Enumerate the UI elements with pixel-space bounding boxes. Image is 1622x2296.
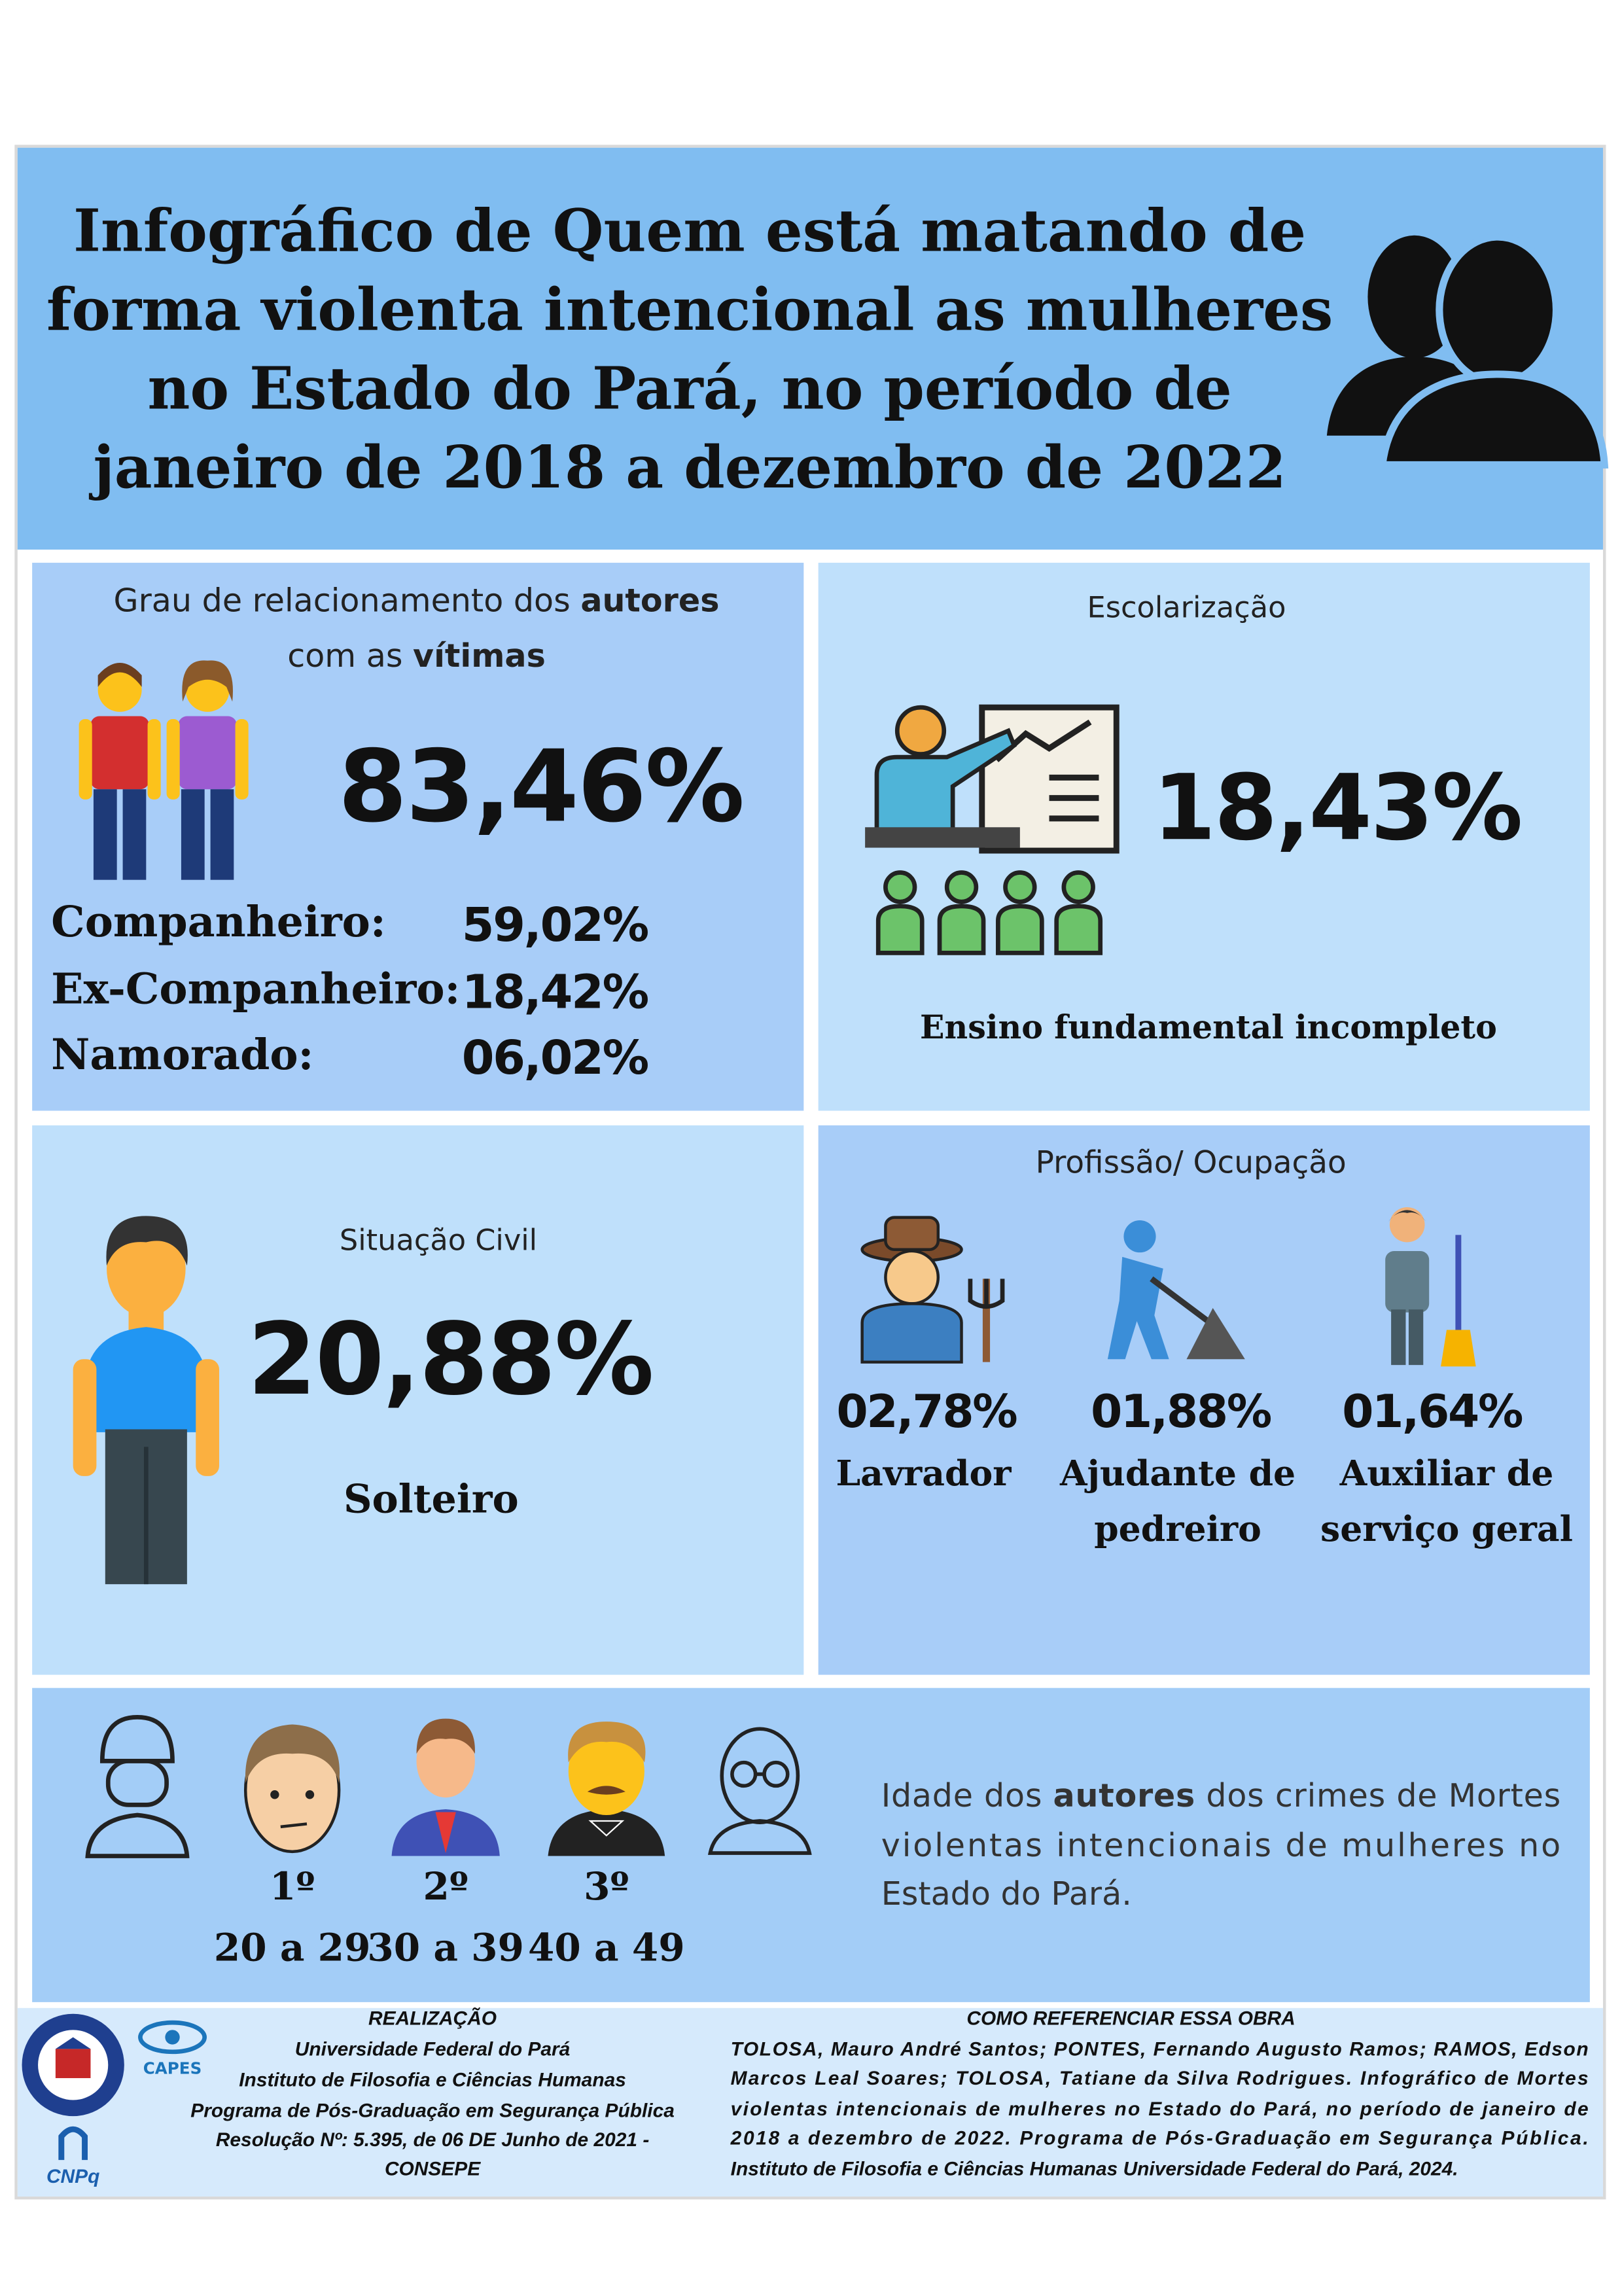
header-panel bbox=[17, 147, 1603, 550]
row-value: 18,42% bbox=[462, 965, 648, 1019]
reference-line: 2018 a dezembro de 2022. Programa de Pós… bbox=[730, 2128, 1589, 2149]
heading-bold: vítimas bbox=[413, 637, 546, 675]
title-line: forma violenta intencional as mulheres bbox=[46, 275, 1333, 344]
teacher-icon bbox=[865, 704, 1120, 955]
relationship-total: 83,46% bbox=[338, 728, 743, 844]
description-line: Idade dos autores dos crimes de Mortes bbox=[881, 1776, 1561, 1814]
title: Infográfico de Quem está matando de form… bbox=[46, 196, 1333, 502]
cnpq-text: CNPq bbox=[46, 2166, 99, 2187]
people-icon bbox=[1326, 233, 1609, 468]
row-label: Companheiro: bbox=[51, 897, 386, 947]
occupation-items: 02,78% Lavrador 01,88% Ajudante de pedre… bbox=[836, 1386, 1572, 1549]
civil-value: 20,88% bbox=[247, 1301, 652, 1417]
youth-face bbox=[85, 1715, 190, 1858]
civil-label: Solteiro bbox=[344, 1476, 519, 1523]
credits-line: CONSEPE bbox=[385, 2159, 481, 2180]
description-part: Idade dos bbox=[881, 1776, 1053, 1814]
occupation-label: Auxiliar de bbox=[1339, 1453, 1554, 1494]
credits-line: Instituto de Filosofia e Ciências Humana… bbox=[239, 2069, 626, 2091]
description-part: Estado do Pará. bbox=[881, 1874, 1132, 1912]
reference-line: Marcos Leal Soares; TOLOSA, Tatiane da S… bbox=[731, 2068, 1589, 2089]
age-range: 30 a 39 bbox=[367, 1925, 524, 1970]
reference-line: Instituto de Filosofia e Ciências Humana… bbox=[731, 2159, 1458, 2180]
credits-line: Programa de Pós-Graduação em Segurança P… bbox=[190, 2100, 675, 2121]
relationship-panel bbox=[32, 563, 804, 1111]
occupation-heading: Profissão/ Ocupação bbox=[1036, 1145, 1347, 1181]
education-value: 18,43% bbox=[1153, 754, 1521, 860]
face-2 bbox=[391, 1718, 500, 1856]
occupation-label: serviço geral bbox=[1320, 1508, 1573, 1549]
cnpq-logo: CNPq bbox=[46, 2126, 99, 2187]
row-label: Ex-Companheiro: bbox=[51, 964, 460, 1014]
description-part: dos crimes de Mortes bbox=[1195, 1776, 1560, 1814]
farmer-icon bbox=[860, 1216, 1005, 1364]
age-rank: 2º bbox=[423, 1863, 468, 1909]
occupation-panel bbox=[818, 1125, 1590, 1675]
credits-line: Resolução Nº: 5.395, de 06 DE Junho de 2… bbox=[216, 2129, 649, 2151]
occupation-value: 01,64% bbox=[1342, 1386, 1523, 1438]
description-bold: autores bbox=[1053, 1776, 1195, 1814]
elder-face bbox=[707, 1727, 812, 1855]
credits: REALIZAÇÃO Universidade Federal do Pará … bbox=[190, 2007, 675, 2180]
occupation-label: Ajudante de bbox=[1059, 1453, 1296, 1494]
civil-heading: Situação Civil bbox=[340, 1224, 537, 1258]
education-heading: Escolarização bbox=[1087, 591, 1286, 625]
occupation-value: 01,88% bbox=[1091, 1386, 1271, 1438]
age-ranks: 1º 20 a 29 2º 30 a 39 3º 40 a 49 bbox=[214, 1863, 685, 1970]
age-rank: 3º bbox=[584, 1863, 629, 1909]
heading-part: com as bbox=[287, 637, 413, 675]
occupation-label: Lavrador bbox=[836, 1453, 1012, 1494]
age-icons bbox=[85, 1715, 812, 1858]
ufpa-seal bbox=[22, 2013, 124, 2117]
footer-panel bbox=[17, 2007, 1603, 2197]
capes-logo: CAPES bbox=[138, 2020, 207, 2078]
age-range: 20 a 29 bbox=[214, 1925, 371, 1970]
age-rank: 1º bbox=[270, 1863, 315, 1909]
heading-part: Grau de relacionamento dos bbox=[114, 581, 581, 619]
reference-line: TOLOSA, Mauro André Santos; PONTES, Fern… bbox=[731, 2038, 1589, 2060]
reference-heading: COMO REFERENCIAR ESSA OBRA bbox=[966, 2008, 1295, 2030]
occupation-label: pedreiro bbox=[1094, 1508, 1261, 1549]
cleaner-icon bbox=[1385, 1207, 1476, 1367]
relationship-rows: Companheiro: 59,02% Ex-Companheiro: 18,4… bbox=[51, 897, 650, 1085]
single-person-icon bbox=[73, 1216, 219, 1585]
occupation-value: 02,78% bbox=[836, 1386, 1017, 1438]
reference: COMO REFERENCIAR ESSA OBRA TOLOSA, Mauro… bbox=[730, 2008, 1589, 2180]
couple-icon bbox=[79, 660, 249, 880]
title-line: Infográfico de Quem está matando de bbox=[73, 196, 1306, 265]
credits-line: Universidade Federal do Pará bbox=[295, 2038, 571, 2060]
face-3 bbox=[548, 1722, 665, 1856]
capes-text: CAPES bbox=[143, 2059, 202, 2078]
title-line: janeiro de 2018 a dezembro de 2022 bbox=[88, 433, 1286, 502]
row-value: 06,02% bbox=[462, 1031, 648, 1085]
row-label: Namorado: bbox=[51, 1030, 313, 1080]
education-label: Ensino fundamental incompleto bbox=[920, 1008, 1497, 1046]
relationship-heading: Grau de relacionamento dos autores bbox=[114, 581, 720, 619]
credits-heading: REALIZAÇÃO bbox=[368, 2007, 497, 2030]
age-range: 40 a 49 bbox=[528, 1925, 685, 1970]
relationship-heading: com as vítimas bbox=[287, 637, 546, 675]
description-line: Estado do Pará. bbox=[881, 1874, 1132, 1912]
reference-line: violentas intencionais de mulheres no Es… bbox=[731, 2098, 1589, 2120]
row-value: 59,02% bbox=[462, 898, 648, 952]
worker-icon bbox=[1107, 1220, 1245, 1360]
face-1 bbox=[243, 1724, 341, 1854]
heading-bold: autores bbox=[580, 581, 719, 619]
title-line: no Estado do Pará, no período de bbox=[148, 354, 1232, 423]
